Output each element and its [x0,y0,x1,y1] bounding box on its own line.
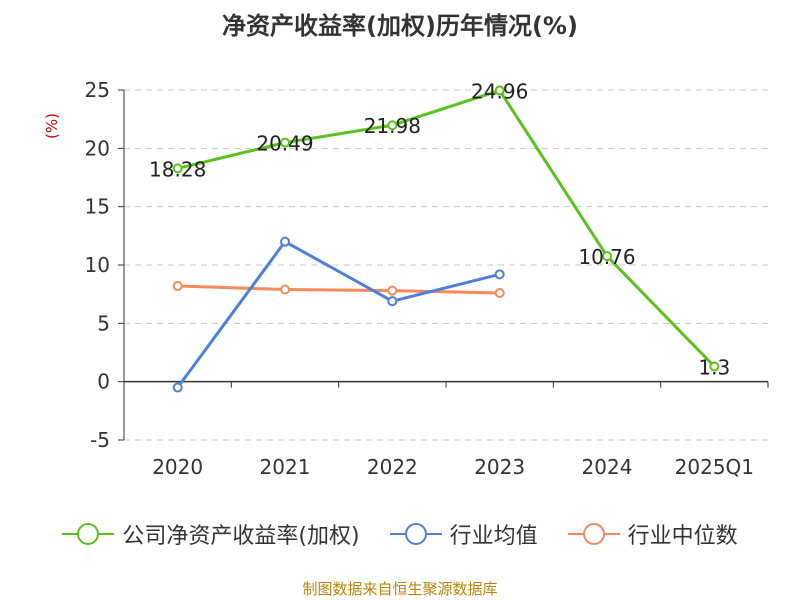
y-tick-label: -5 [90,428,110,452]
series-layer [172,85,720,393]
data-point [280,137,290,148]
legend-marker-icon [567,523,620,545]
data-point [280,284,290,295]
data-point [280,236,290,247]
data-label: 18.28 [149,157,206,181]
y-tick-label: 20 [85,136,110,160]
legend-item: 行业均值 [389,518,538,550]
x-tick-label: 2021 [260,455,311,479]
series-line [177,88,716,368]
legend-label: 公司净资产收益率(加权) [122,524,360,549]
legend: 公司净资产收益率(加权) 行业均值 行业中位数 [0,518,800,550]
x-tick-label: 2022 [367,455,418,479]
data-label: 1.3 [698,356,730,380]
data-label: 24.96 [471,79,528,103]
y-tick-label: 15 [85,195,110,219]
grid-layer [124,89,768,441]
data-point [494,269,505,280]
data-point [602,251,612,262]
x-tick-label: 2023 [474,455,525,479]
series-line [176,240,501,389]
legend-marker-icon [62,523,115,545]
data-label: 20.49 [256,132,313,156]
legend-item: 公司净资产收益率(加权) [62,518,360,550]
data-point [387,296,398,307]
legend-item: 行业中位数 [567,518,738,550]
x-tick-label: 2025Q1 [675,455,754,479]
label-layer: 18.28 20.49 21.98 24.96 10.76 1.3 [149,79,730,379]
data-point [494,288,505,298]
y-tick-label: 25 [85,78,110,102]
data-label: 21.98 [364,114,421,138]
data-point [387,285,398,296]
series-line [177,284,500,295]
data-point [387,120,398,131]
legend-label: 行业均值 [449,524,538,549]
data-point [709,361,720,372]
y-tick-label: 0 [97,370,110,394]
data-point [494,85,505,96]
data-point [172,382,183,393]
chart-title: 净资产收益率(加权)历年情况(%) [222,12,578,40]
x-tick-label: 2020 [152,455,203,479]
data-label: 10.76 [578,245,635,269]
data-source-note: 制图数据来自恒生聚源数据库 [302,580,498,598]
data-point [172,281,183,291]
legend-label: 行业中位数 [627,524,738,549]
axis-layer: -5 0 5 10 15 20 25 2020 2021 2022 2023 2024 2025Q1 [85,78,769,479]
x-tick-label: 2024 [582,455,633,479]
y-tick-label: 10 [85,253,110,277]
data-point [172,163,183,174]
y-tick-label: 5 [97,311,110,335]
legend-marker-icon [389,523,442,545]
